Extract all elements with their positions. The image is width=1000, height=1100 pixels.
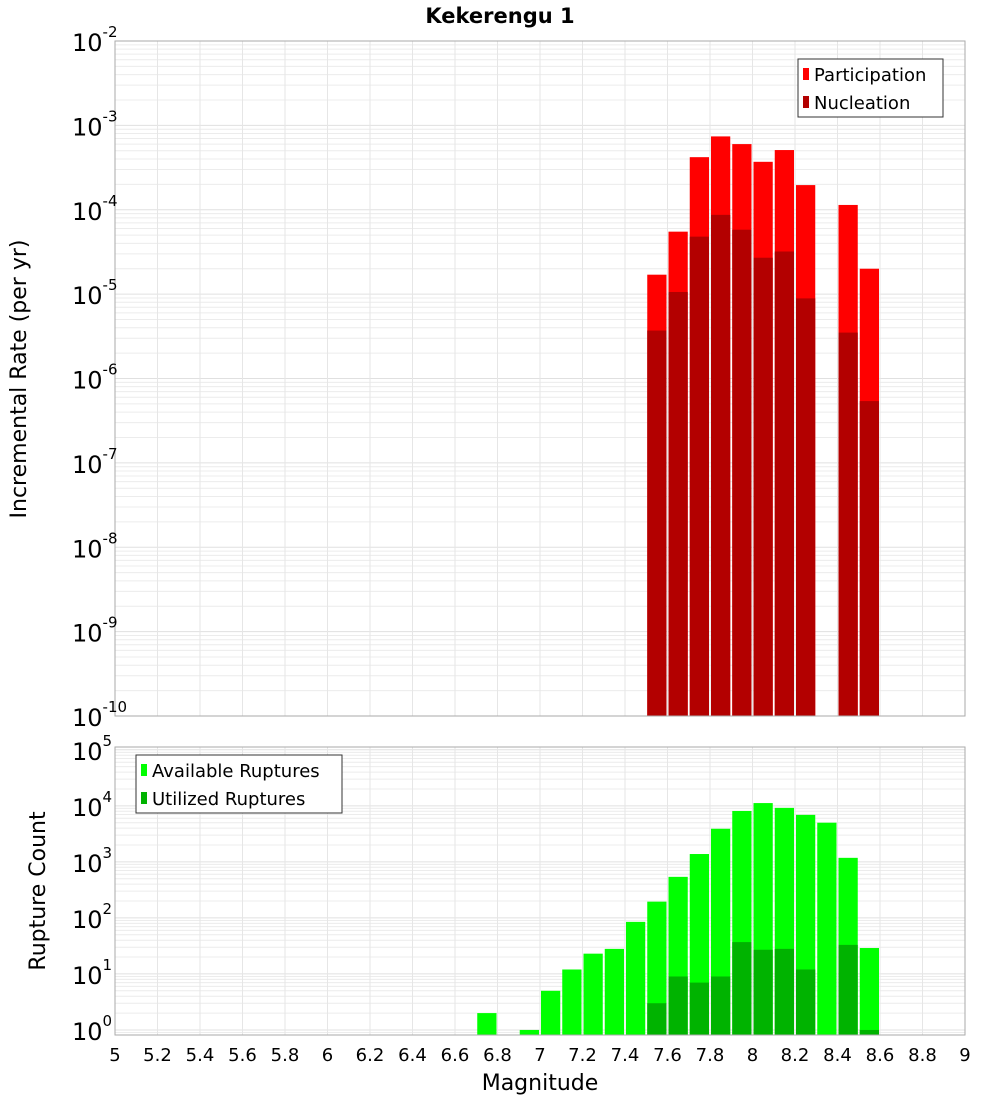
bar-utilized-ruptures xyxy=(774,948,794,1035)
bar-nucleation xyxy=(859,401,879,716)
legend-box xyxy=(797,58,944,118)
legend-swatch xyxy=(141,764,147,776)
count-plot: 105 104 103 102 101 100 Available Ruptures Util… xyxy=(72,732,966,1046)
x-tick-label: 6.8 xyxy=(483,1045,512,1066)
y-tick-label: 10-3 xyxy=(72,107,118,141)
bar-available-ruptures xyxy=(817,822,837,1035)
plot-frame xyxy=(114,40,966,717)
y-tick-label: 10-4 xyxy=(72,192,118,226)
legend-swatch xyxy=(141,792,147,804)
bar-utilized-ruptures xyxy=(838,944,858,1035)
y-tick-label: 10-6 xyxy=(72,361,118,395)
bar-available-ruptures xyxy=(604,948,624,1035)
x-tick-label: 5 xyxy=(109,1045,120,1066)
x-tick-label: 5.2 xyxy=(143,1045,172,1066)
x-tick-label: 5.8 xyxy=(271,1045,300,1066)
x-tick-label: 6 xyxy=(322,1045,333,1066)
bar-available-ruptures xyxy=(583,953,603,1035)
bar-nucleation xyxy=(689,236,709,716)
bar-nucleation xyxy=(647,330,667,716)
bar-utilized-ruptures xyxy=(689,982,709,1035)
bar-available-ruptures xyxy=(626,921,646,1035)
x-tick-label: 8.6 xyxy=(866,1045,895,1066)
y-tick-label: 10-9 xyxy=(72,614,118,648)
y-tick-label: 105 xyxy=(72,732,112,766)
x-tick-label: 7.8 xyxy=(696,1045,725,1066)
legend-label: Utilized Ruptures xyxy=(152,789,305,810)
x-tick-label: 5.6 xyxy=(228,1045,257,1066)
y-tick-label: 10-10 xyxy=(72,698,127,732)
chart-title: Kekerengu 1 xyxy=(425,4,574,28)
bar-nucleation xyxy=(668,291,688,716)
bar-utilized-ruptures xyxy=(668,976,688,1035)
y-tick-label: 10-5 xyxy=(72,276,118,310)
bar-available-ruptures xyxy=(519,1029,539,1035)
bar-available-ruptures xyxy=(541,990,561,1035)
bar-nucleation xyxy=(838,332,858,716)
legend-label: Available Ruptures xyxy=(152,761,320,782)
y-tick-label: 102 xyxy=(72,900,112,934)
x-tick-label: 8.8 xyxy=(908,1045,937,1066)
bar-utilized-ruptures xyxy=(647,1003,667,1035)
legend-swatch xyxy=(803,96,809,108)
bar-nucleation xyxy=(711,214,731,716)
legend: Participation Nucleation xyxy=(797,58,944,118)
legend-box xyxy=(135,754,343,814)
bar-available-ruptures xyxy=(477,1013,497,1035)
legend: Available Ruptures Utilized Ruptures xyxy=(135,754,343,814)
bar-available-ruptures xyxy=(859,948,879,1035)
bar-available-ruptures xyxy=(647,901,667,1035)
x-tick-label: 8 xyxy=(747,1045,758,1066)
x-tick-label: 8.2 xyxy=(781,1045,810,1066)
top-y-axis-label: Incremental Rate (per yr) xyxy=(7,240,32,519)
bar-nucleation xyxy=(732,229,752,717)
x-tick-label: 7.2 xyxy=(568,1045,597,1066)
bar-utilized-ruptures xyxy=(732,942,752,1035)
x-tick-label: 6.6 xyxy=(441,1045,470,1066)
bar-available-ruptures xyxy=(562,969,582,1035)
rate-plot: 10-2 10-3 10-4 10-5 10-6 10-7 10-8 10-9 10-10 Par… xyxy=(72,23,966,732)
x-tick-label: 7 xyxy=(534,1045,545,1066)
x-tick-label: 5.4 xyxy=(186,1045,215,1066)
legend-label: Participation xyxy=(814,65,926,86)
bar-nucleation xyxy=(753,257,773,716)
legend-label: Nucleation xyxy=(814,93,910,114)
y-tick-label: 103 xyxy=(72,844,112,878)
y-tick-label: 104 xyxy=(72,788,112,822)
y-tick-label: 10-2 xyxy=(72,23,118,57)
bar-utilized-ruptures xyxy=(753,949,773,1035)
y-tick-label: 10-8 xyxy=(72,529,118,563)
bar-utilized-ruptures xyxy=(859,1029,879,1035)
x-tick-label: 6.2 xyxy=(356,1045,385,1066)
x-axis-label: Magnitude xyxy=(482,1071,599,1096)
x-tick-label: 7.4 xyxy=(611,1045,640,1066)
y-tick-label: 10-7 xyxy=(72,445,118,479)
x-tick-label: 7.6 xyxy=(653,1045,682,1066)
x-tick-label: 6.4 xyxy=(398,1045,427,1066)
y-tick-label: 100 xyxy=(72,1012,112,1046)
bar-utilized-ruptures xyxy=(711,976,731,1035)
bottom-y-axis-label: Rupture Count xyxy=(26,811,51,971)
bar-nucleation xyxy=(774,251,794,716)
y-tick-label: 101 xyxy=(72,956,112,990)
plot-frame xyxy=(114,746,966,1036)
bar-utilized-ruptures xyxy=(796,969,816,1035)
bar-nucleation xyxy=(796,298,816,716)
x-tick-label: 9 xyxy=(959,1045,970,1066)
x-tick-label: 8.4 xyxy=(823,1045,852,1066)
legend-swatch xyxy=(803,68,809,80)
